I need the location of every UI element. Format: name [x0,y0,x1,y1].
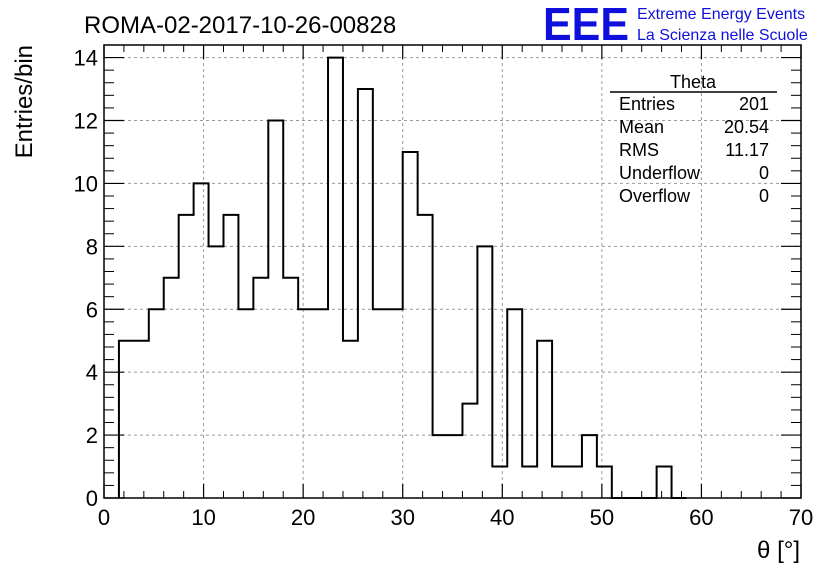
stats-label: Mean [619,117,664,137]
y-tick-label: 8 [86,234,98,259]
stats-value: 0 [759,163,769,183]
y-tick-label: 4 [86,360,98,385]
stats-box: Theta Entries 201 Mean 20.54 RMS 11.17 Underfl… [610,72,777,206]
stats-title: Theta [670,72,717,92]
y-tick-label: 10 [74,171,98,196]
y-tick-label: 6 [86,297,98,322]
y-tick-label: 2 [86,423,98,448]
org-name: Extreme Energy Events [637,6,805,23]
stats-label: RMS [619,140,659,160]
y-tick-labels: 0 2 4 6 8 10 12 14 [74,46,98,511]
x-axis-label: θ [°] [757,537,800,564]
run-title: ROMA-02-2017-10-26-00828 [84,12,396,39]
axis-ticks [103,44,802,499]
y-tick-label: 12 [74,109,98,134]
org-subtitle: La Scienza nelle Scuole [637,27,808,44]
x-tick-label: 60 [689,505,713,530]
x-tick-label: 30 [390,505,414,530]
histogram-line [117,56,687,499]
stats-label: Entries [619,94,675,114]
x-tick-label: 20 [291,505,315,530]
stats-value: 201 [739,94,769,114]
x-tick-label: 10 [191,505,215,530]
x-tick-label: 40 [490,505,514,530]
grid-lines [104,45,801,498]
x-tick-label: 70 [789,505,813,530]
plot-frame [103,44,802,499]
x-tick-label: 0 [98,505,110,530]
stats-label: Underflow [619,163,701,183]
y-tick-label: 14 [74,46,98,71]
stats-value: 11.17 [725,140,769,160]
y-tick-label: 0 [86,486,98,511]
x-tick-labels: 0 10 20 30 40 50 60 70 [98,505,813,530]
stats-label: Overflow [619,186,691,206]
y-axis-label: Entries/bin [11,45,38,158]
x-tick-label: 50 [590,505,614,530]
stats-value: 20.54 [724,117,769,137]
stats-rows: Entries 201 Mean 20.54 RMS 11.17 Underflow 0 Ove… [619,94,769,206]
stats-value: 0 [759,186,769,206]
eee-logo: EEE [543,0,629,50]
